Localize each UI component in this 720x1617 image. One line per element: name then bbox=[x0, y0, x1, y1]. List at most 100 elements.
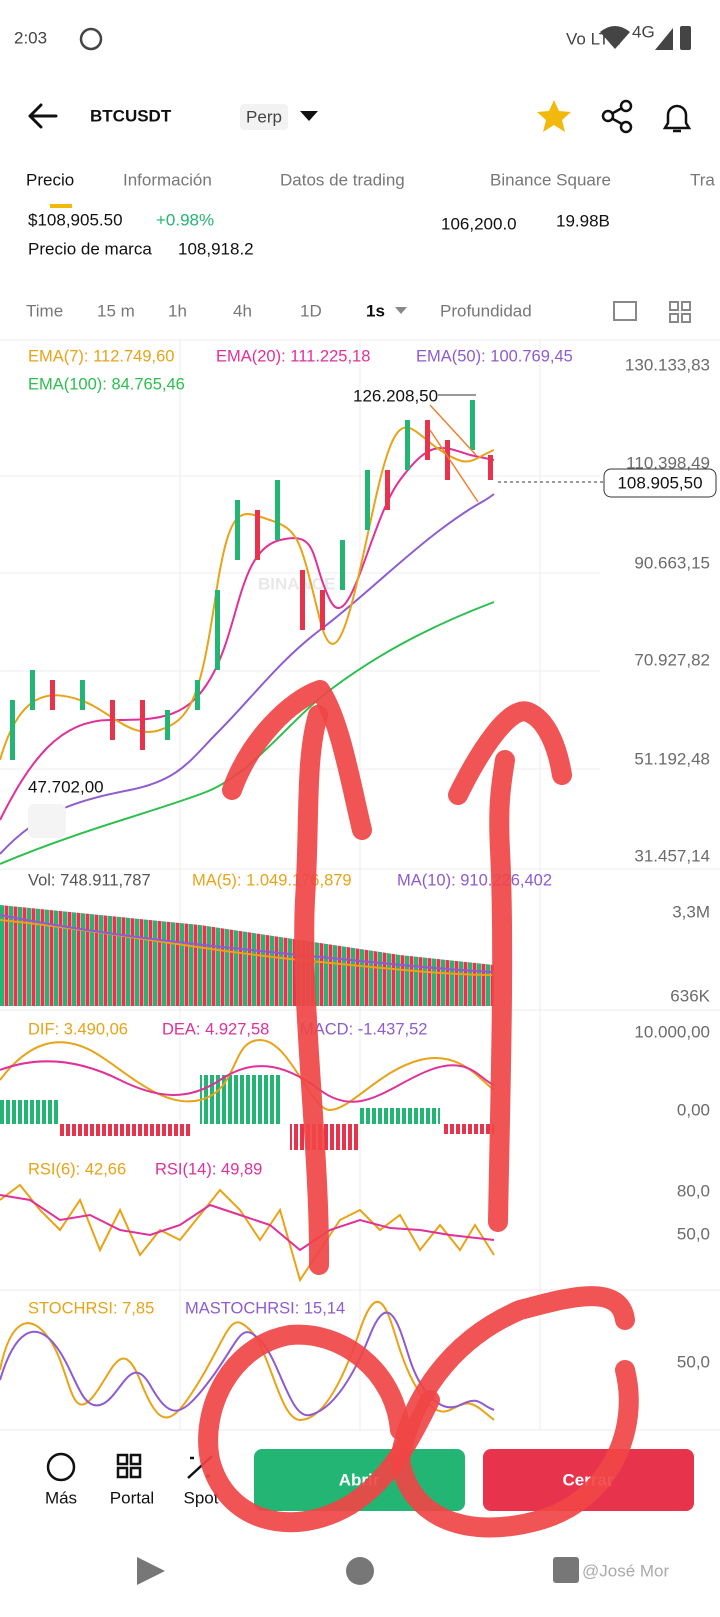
watermark: BINANCE bbox=[258, 574, 335, 593]
expand-button[interactable] bbox=[28, 804, 66, 838]
y-axis-label: 130.133,83 bbox=[625, 355, 710, 374]
macd-histogram bbox=[444, 1124, 494, 1134]
y-axis-label: 51.192,48 bbox=[634, 749, 710, 768]
current-price: 108.905,50 bbox=[617, 473, 702, 492]
rsi6-line bbox=[0, 1183, 495, 1283]
share-icon[interactable] bbox=[601, 99, 633, 134]
volume-ma-label: MA(10): 910.226,402 bbox=[397, 871, 552, 889]
y-axis-label: 3,3M bbox=[672, 902, 710, 921]
y-axis-label: 636K bbox=[670, 986, 710, 1005]
bottom-item[interactable]: Portal bbox=[110, 1488, 154, 1507]
ema-label: EMA(20): 111.225,18 bbox=[216, 347, 370, 365]
ema-label: EMA(50): 100.769,45 bbox=[416, 347, 573, 365]
dropdown-icon[interactable] bbox=[300, 111, 318, 121]
stat-value: 19.98B bbox=[556, 211, 610, 230]
tab-indicator bbox=[50, 204, 72, 208]
interval[interactable]: 4h bbox=[233, 301, 252, 320]
price-box bbox=[603, 468, 717, 498]
y-axis-label: 50,0 bbox=[677, 1224, 710, 1243]
portal-icon[interactable] bbox=[116, 1453, 142, 1479]
battery-icon bbox=[680, 26, 691, 50]
perp-badge: Perp bbox=[246, 107, 282, 126]
price-change: +0.98% bbox=[156, 210, 214, 229]
volume-ma-label: MA(5): 1.049.176,879 bbox=[192, 871, 352, 889]
nav-back[interactable] bbox=[137, 1557, 165, 1585]
macd-label: MACD: -1.437,52 bbox=[300, 1020, 427, 1038]
interval[interactable]: 1h bbox=[168, 301, 187, 320]
candles bbox=[10, 400, 493, 760]
ema20-line bbox=[0, 446, 495, 821]
volume-ma10 bbox=[0, 914, 495, 973]
rsi14-line bbox=[0, 1194, 495, 1252]
macd-histogram bbox=[0, 1100, 60, 1124]
y-axis-label: 10.000,00 bbox=[634, 1022, 710, 1041]
volume-bars bbox=[0, 905, 494, 1006]
y-axis-label: 80,0 bbox=[677, 1181, 710, 1200]
ema-label: EMA(100): 84.765,46 bbox=[28, 375, 185, 393]
dif-line bbox=[0, 1038, 495, 1112]
favorite-star[interactable] bbox=[537, 100, 571, 132]
back-button[interactable] bbox=[28, 103, 58, 129]
layout-icon[interactable] bbox=[669, 301, 691, 323]
y-axis-label: 90.663,15 bbox=[634, 553, 710, 572]
chart-grid bbox=[0, 340, 720, 1430]
interval-active[interactable]: 1s bbox=[366, 301, 385, 320]
tab[interactable]: Precio bbox=[26, 170, 74, 189]
ema50-line bbox=[0, 493, 495, 855]
volume-label: Vol: 748.911,787 bbox=[28, 871, 151, 889]
status-time: 2:03 bbox=[14, 28, 47, 47]
stochrsi-line bbox=[0, 1301, 495, 1422]
low-label: 47.702,00 bbox=[28, 777, 104, 796]
rsi-label: RSI(6): 42,66 bbox=[28, 1160, 126, 1178]
stoch-label: STOCHRSI: 7,85 bbox=[28, 1299, 154, 1317]
interval[interactable]: Time bbox=[26, 301, 63, 320]
wifi-icon bbox=[600, 26, 630, 49]
ema100-line bbox=[0, 601, 495, 865]
interval[interactable]: 1D bbox=[300, 301, 322, 320]
tab[interactable]: Datos de trading bbox=[280, 170, 405, 189]
y-axis-label: 0,00 bbox=[677, 1100, 710, 1119]
rsi-label: RSI(14): 49,89 bbox=[155, 1160, 262, 1178]
nav-recent[interactable] bbox=[553, 1557, 579, 1583]
y-axis-label: 70.927,82 bbox=[634, 650, 710, 669]
interval[interactable]: Profundidad bbox=[440, 301, 532, 320]
y-axis-label: 110.398,49 bbox=[626, 453, 710, 472]
dea-line bbox=[0, 1060, 495, 1103]
macd-label: DIF: 3.490,06 bbox=[28, 1020, 128, 1038]
tab[interactable]: Tra bbox=[690, 170, 715, 189]
badge-bg bbox=[240, 104, 288, 130]
bottom-item[interactable]: Más bbox=[45, 1488, 77, 1507]
stat-value: 106,200.0 bbox=[441, 214, 517, 233]
high-label: 126.208,50 bbox=[353, 386, 438, 405]
trend-lines bbox=[429, 404, 479, 503]
last-price: $108,905.50 bbox=[28, 210, 123, 229]
hand-drawing bbox=[198, 680, 639, 1538]
bottom-item[interactable]: Spot bbox=[184, 1488, 219, 1507]
ema7-line bbox=[0, 426, 495, 761]
watermark-credit: @José Mor bbox=[582, 1561, 670, 1580]
y-axis-label: 50,0 bbox=[677, 1352, 710, 1371]
more-icon[interactable] bbox=[46, 1452, 76, 1482]
status-icon bbox=[79, 27, 103, 51]
mark-price: 108,918.2 bbox=[178, 239, 254, 258]
y-axis-label: 31.457,14 bbox=[634, 846, 710, 865]
dropdown-icon[interactable] bbox=[395, 307, 407, 314]
nav-home[interactable] bbox=[346, 1557, 374, 1585]
macd-histogram bbox=[360, 1108, 440, 1124]
symbol-title[interactable]: BTCUSDT bbox=[90, 106, 172, 125]
mark-label: Precio de marca bbox=[28, 239, 152, 258]
stoch-label: MASTOCHRSI: 15,14 bbox=[185, 1299, 345, 1317]
macd-histogram bbox=[200, 1075, 280, 1124]
macd-histogram bbox=[290, 1124, 360, 1150]
macd-label: DEA: 4.927,58 bbox=[162, 1020, 269, 1038]
settings-icon[interactable] bbox=[613, 301, 637, 321]
tab[interactable]: Información bbox=[123, 170, 212, 189]
status-network: 4G bbox=[632, 22, 655, 41]
tab[interactable]: Binance Square bbox=[490, 170, 611, 189]
ema-label: EMA(7): 112.749,60 bbox=[28, 347, 174, 365]
alert-icon[interactable] bbox=[662, 104, 692, 133]
macd-histogram bbox=[60, 1124, 190, 1136]
interval[interactable]: 15 m bbox=[97, 301, 135, 320]
signal-icon bbox=[655, 28, 673, 50]
